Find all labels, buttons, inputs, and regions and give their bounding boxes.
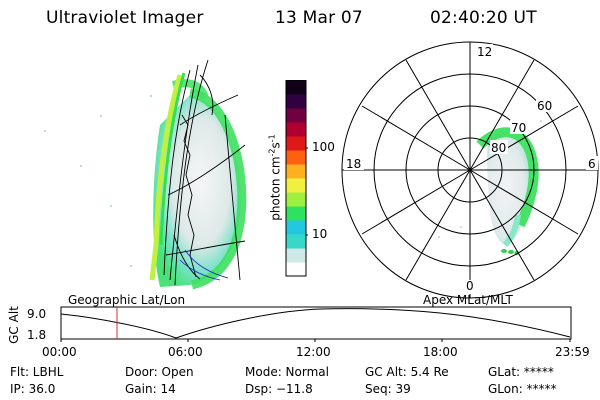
- colorbar-band: [286, 80, 306, 95]
- timeline-xtick-1200: 12:00: [296, 345, 331, 359]
- polar-label-18: 18: [346, 157, 361, 171]
- colorbar-band: [286, 136, 306, 151]
- aurora-oval-geo: [188, 88, 247, 290]
- polar-label-0: 0: [466, 279, 474, 293]
- timeline-left-label: Geographic Lat/Lon: [68, 293, 186, 307]
- colorbar-band: [286, 164, 306, 179]
- colorbar-tick-label-10: 10: [312, 227, 328, 241]
- altitude-curve: [60, 308, 571, 339]
- colorbar-band: [286, 220, 306, 235]
- status-gcalt: GC Alt: 5.4 Re: [365, 365, 449, 379]
- colorbar-band: [286, 178, 306, 193]
- status-mode: Mode: Normal: [245, 365, 329, 379]
- colorbar-band: [286, 192, 306, 207]
- status-glon: GLon: *****: [488, 382, 557, 396]
- colorbar-band: [286, 122, 306, 137]
- status-dsp: Dsp: −11.8: [245, 382, 313, 396]
- status-flt: Flt: LBHL: [10, 365, 64, 379]
- status-ip: IP: 36.0: [10, 382, 56, 396]
- colorbar-band: [286, 206, 306, 221]
- timeline-right-label: Apex MLat/MLT: [423, 293, 513, 307]
- status-gain: Gain: 14: [125, 382, 176, 396]
- status-seq: Seq: 39: [365, 382, 411, 396]
- colorbar-band: [286, 248, 306, 263]
- status-door: Door: Open: [125, 365, 194, 379]
- colorbar-band: [286, 234, 306, 249]
- colorbar: [285, 80, 308, 277]
- status-glat: GLat: *****: [488, 365, 554, 379]
- polar-label-6: 6: [588, 157, 596, 171]
- colorbar-band: [286, 150, 306, 165]
- timeline-xtick-2359: 23:59: [555, 345, 590, 359]
- date-label: 13 Mar 07: [275, 8, 363, 28]
- colorbar-tick-label-100: 100: [312, 140, 335, 154]
- colorbar-band: [286, 94, 306, 109]
- time-label: 02:40:20 UT: [430, 8, 537, 28]
- instrument-title: Ultraviolet Imager: [46, 8, 204, 28]
- timeline-xtick-1800: 18:00: [423, 345, 458, 359]
- polar-label-12: 12: [477, 45, 492, 59]
- polar-label-lat-70: 70: [511, 121, 526, 135]
- timeline-plot: [60, 306, 572, 342]
- colorbar-band: [286, 108, 306, 123]
- colorbar-label: photon cm-2s-1: [267, 134, 283, 221]
- timeline-xtick-0600: 06:00: [168, 345, 203, 359]
- timeline-ytick-top: 9.0: [27, 307, 47, 321]
- polar-label-lat-60: 60: [537, 99, 552, 113]
- polar-label-lat-80: 80: [491, 141, 506, 155]
- colorbar-band: [286, 262, 306, 277]
- timeline-ytick-bottom: 1.8: [27, 328, 47, 342]
- timeline-ylabel: GC Alt: [7, 306, 21, 344]
- timeline-xtick-0000: 00:00: [42, 345, 77, 359]
- aurora-arc-geo: [149, 74, 183, 281]
- geographic-image: [44, 59, 247, 290]
- polar-plot: 12 18 6 0 60 70 80: [341, 41, 599, 299]
